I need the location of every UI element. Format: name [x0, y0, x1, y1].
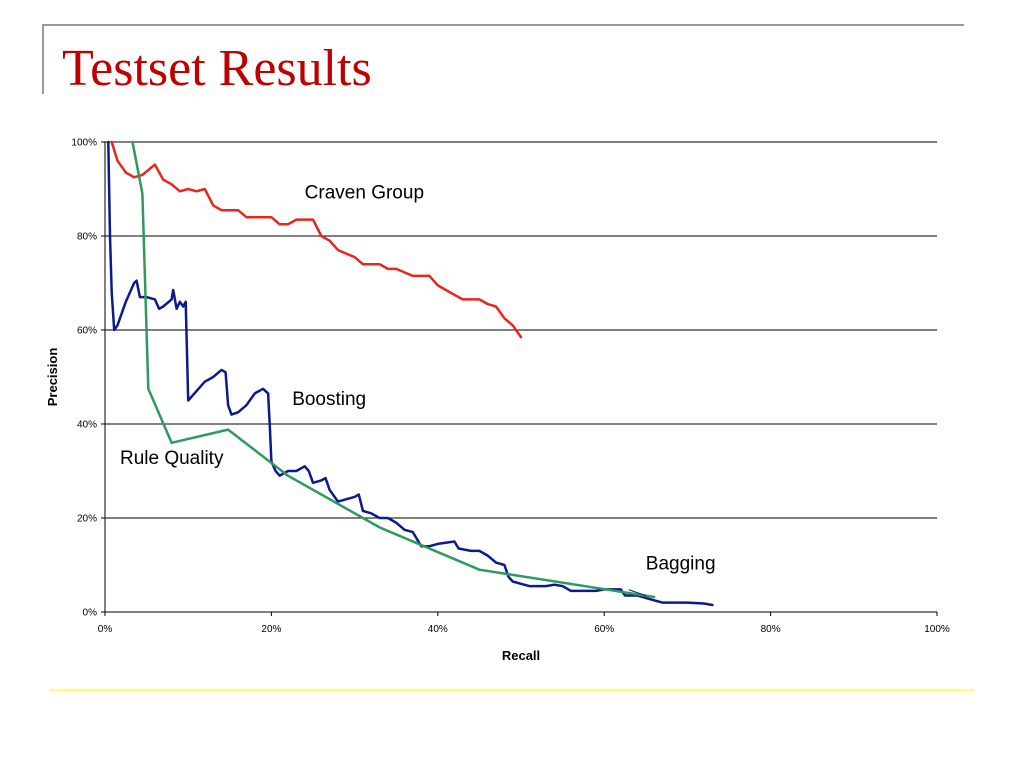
series-line-rule-quality [131, 140, 656, 599]
annotation-craven-group: Craven Group [305, 182, 424, 203]
y-tick-label: 80% [77, 232, 97, 243]
x-tick-label: 20% [261, 624, 281, 635]
grid-layer [105, 141, 937, 519]
y-tick-label: 40% [77, 420, 97, 431]
annotation-boosting: Boosting [292, 389, 366, 410]
x-tick-label: 100% [924, 624, 950, 635]
series-line-craven-group [110, 140, 523, 339]
annotation-rule-quality: Rule Quality [120, 448, 224, 469]
frame-vertical-bar [42, 24, 44, 94]
x-tick-label: 60% [594, 624, 614, 635]
bottom-rule [50, 689, 974, 691]
annotation-bagging: Bagging [646, 554, 716, 575]
y-tick-label: 0% [83, 608, 98, 619]
series-layer [107, 140, 714, 607]
axis-layer: 0% 20% 40% 60% 80% 100% 0% 20% 40% 60% 80% 100% [71, 138, 949, 636]
y-axis-title: Precision [45, 348, 60, 407]
x-tick-label: 80% [761, 624, 781, 635]
x-tick-label: 40% [428, 624, 448, 635]
series-line-bagging [628, 589, 647, 596]
annotation-layer: Craven Group Boosting Rule Quality Bagging [120, 182, 716, 574]
y-tick-label: 60% [77, 326, 97, 337]
y-tick-label: 100% [71, 138, 97, 149]
x-tick-label: 0% [98, 624, 113, 635]
slide-title: Testset Results [62, 40, 372, 97]
x-axis-title: Recall [502, 648, 540, 663]
frame-horizontal-bar [42, 24, 964, 26]
series-line-boosting [107, 140, 714, 607]
y-tick-label: 20% [77, 514, 97, 525]
